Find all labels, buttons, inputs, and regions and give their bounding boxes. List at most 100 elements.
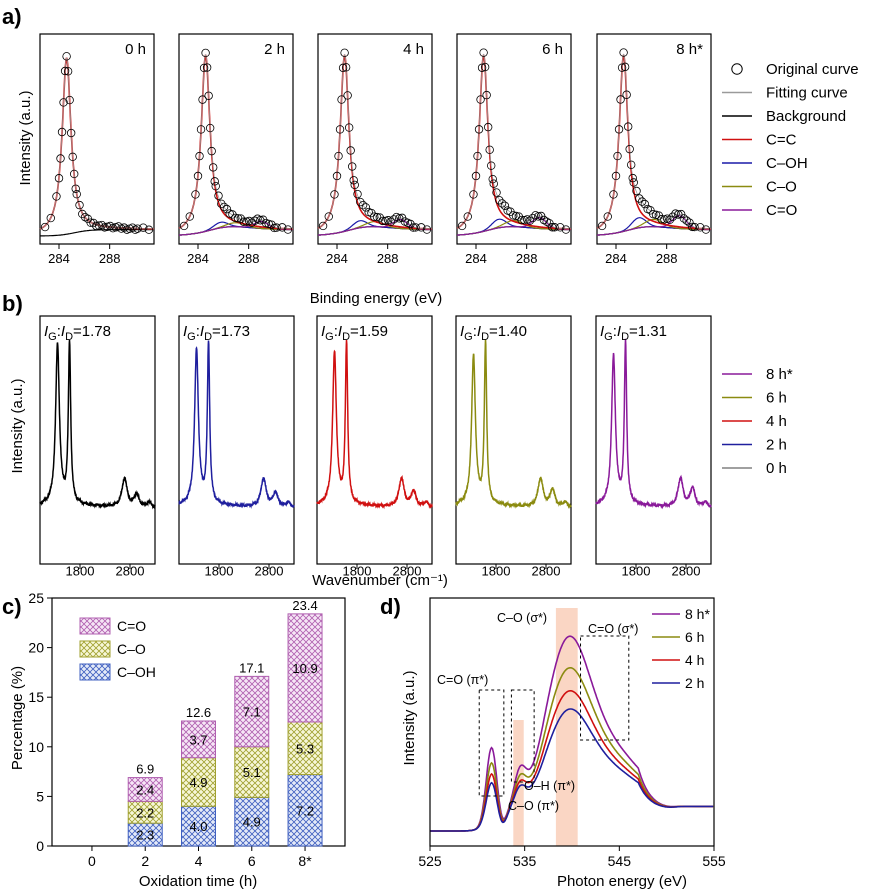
bar-value-label: 2.2 xyxy=(136,805,154,820)
legend-label: 0 h xyxy=(766,460,787,477)
bar-legend-swatch xyxy=(79,617,111,635)
xps-data-point xyxy=(370,212,379,221)
xps-data-point xyxy=(318,221,328,231)
xps-data-point xyxy=(65,95,74,105)
xps-data-point xyxy=(105,221,115,231)
bar-value-label: 5.1 xyxy=(243,765,261,780)
raman-spectrum xyxy=(316,339,433,510)
xps-data-point xyxy=(128,223,137,232)
xps-subpanel-title: 8 h* xyxy=(676,41,703,58)
xps-data-point xyxy=(411,223,420,232)
raman-panels: IG:ID=1.78 IG:ID=1.73 IG:ID=1.59 IG:ID=1.40… xyxy=(39,315,712,579)
raman-tick-label: 2800 xyxy=(532,564,561,579)
xps-data-point xyxy=(205,123,215,133)
xps-data-point xyxy=(657,215,666,224)
raman-frame xyxy=(595,315,712,565)
bar-segment xyxy=(181,757,216,807)
bar-x-tick-label: 6 xyxy=(248,853,256,869)
xps-data-point xyxy=(674,210,683,219)
xps-data-point xyxy=(469,190,478,199)
xps-ceqo-curve xyxy=(457,217,571,236)
xps-data-point xyxy=(613,151,622,161)
raman-ratio-part: I xyxy=(338,323,342,340)
xps-subpanel-title: 6 h xyxy=(542,41,563,58)
bar-segment xyxy=(287,613,323,723)
xps-data-point xyxy=(139,223,148,232)
percentage-bar-chart: 0 5 10 15 20 25 0 2 4 6 8* 2.3 2.2 2.4 6.9 4.0 4.9 3.7 12.… xyxy=(28,590,346,869)
xps-data-point xyxy=(528,213,537,223)
xps-data-point xyxy=(193,171,203,181)
xps-data-point xyxy=(340,48,349,58)
raman-spectrum xyxy=(178,340,295,509)
line-legend-label: 6 h xyxy=(685,629,704,645)
line-x-tick-label: 545 xyxy=(608,853,632,869)
xps-data-point xyxy=(517,215,526,225)
xps-tick-label: 284 xyxy=(187,251,209,266)
legend-label: C–O xyxy=(766,179,797,196)
raman-tick-label: 1800 xyxy=(205,564,234,579)
xps-data-point xyxy=(696,223,705,232)
raman-ratio-part: G xyxy=(604,331,613,343)
xps-data-point xyxy=(40,222,50,232)
raman-ratio-part: D xyxy=(481,331,489,343)
raman-spectrum xyxy=(455,339,572,509)
xps-panels: 0 h 284 288 2 h 284 288 4 h 284 288 6 h 284 288 8 h*… xyxy=(39,33,712,266)
xps-ceqc-curve xyxy=(39,57,154,230)
xps-tick-label: 288 xyxy=(99,251,121,266)
raman-ratio-part: : xyxy=(57,323,61,340)
xps-data-point xyxy=(272,223,281,232)
bar-total-label: 23.4 xyxy=(292,598,317,613)
xps-data-point xyxy=(623,122,633,131)
xps-ceqc-curve xyxy=(317,54,432,230)
xps-ceqc-curve xyxy=(456,54,571,230)
xps-data-point xyxy=(640,199,650,209)
xps-data-point xyxy=(119,223,129,232)
xps-data-point xyxy=(556,223,565,232)
raman-ratio-part: =1.73 xyxy=(212,323,250,340)
raman-frame xyxy=(316,315,433,565)
xps-data-point xyxy=(214,191,223,200)
xps-data-point xyxy=(56,154,65,163)
xps-data-point xyxy=(72,189,81,199)
bar-x-tick-label: 2 xyxy=(141,853,149,869)
xps-data-point xyxy=(479,48,488,57)
raman-ratio-part: =1.40 xyxy=(489,323,527,340)
xps-data-point xyxy=(204,91,213,100)
raman-ratio-part: =1.59 xyxy=(350,323,388,340)
xps-data-point xyxy=(199,63,209,73)
legend-label: C=C xyxy=(766,132,797,149)
xps-data-point xyxy=(92,221,101,231)
xps-data-point xyxy=(250,216,259,225)
xps-data-point xyxy=(597,221,607,231)
xps-data-point xyxy=(389,215,398,224)
xps-data-point xyxy=(80,212,90,222)
legend-circle-marker xyxy=(731,63,743,75)
legend-label: Background xyxy=(766,108,846,125)
xps-data-point xyxy=(62,52,71,61)
xps-data-point xyxy=(480,62,490,72)
xps-data-point xyxy=(207,146,216,156)
legend-label: 4 h xyxy=(766,413,787,430)
raman-spectrum xyxy=(39,340,156,510)
bar-y-tick-label: 0 xyxy=(36,838,44,854)
xps-ceqc-curve xyxy=(178,54,293,230)
xps-data-point xyxy=(210,177,219,186)
xps-fitting-curve xyxy=(39,57,154,230)
legend-label: C=O xyxy=(766,202,797,219)
xps-data-point xyxy=(525,216,535,225)
xps-data-point xyxy=(196,125,206,134)
bar-value-label: 4.9 xyxy=(189,775,207,790)
xps-data-point xyxy=(341,63,351,72)
xps-data-point xyxy=(488,174,497,184)
xps-data-point xyxy=(54,174,64,183)
bar-y-tick-label: 20 xyxy=(28,640,44,656)
xps-data-point xyxy=(628,173,637,183)
xps-data-point xyxy=(239,217,248,226)
bar-value-label: 4.9 xyxy=(243,815,261,830)
xps-data-point xyxy=(191,190,200,199)
panel-a-ylabel: Intensity (a.u.) xyxy=(17,90,34,185)
bar-total-label: 6.9 xyxy=(136,762,154,777)
panel-b-ylabel: Intensity (a.u.) xyxy=(9,378,26,473)
xps-data-point xyxy=(690,222,699,232)
raman-tick-label: 1800 xyxy=(622,564,651,579)
